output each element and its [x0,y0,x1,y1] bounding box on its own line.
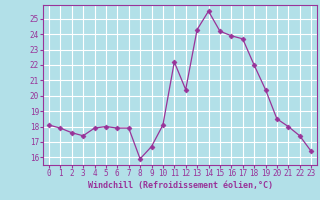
X-axis label: Windchill (Refroidissement éolien,°C): Windchill (Refroidissement éolien,°C) [87,181,273,190]
